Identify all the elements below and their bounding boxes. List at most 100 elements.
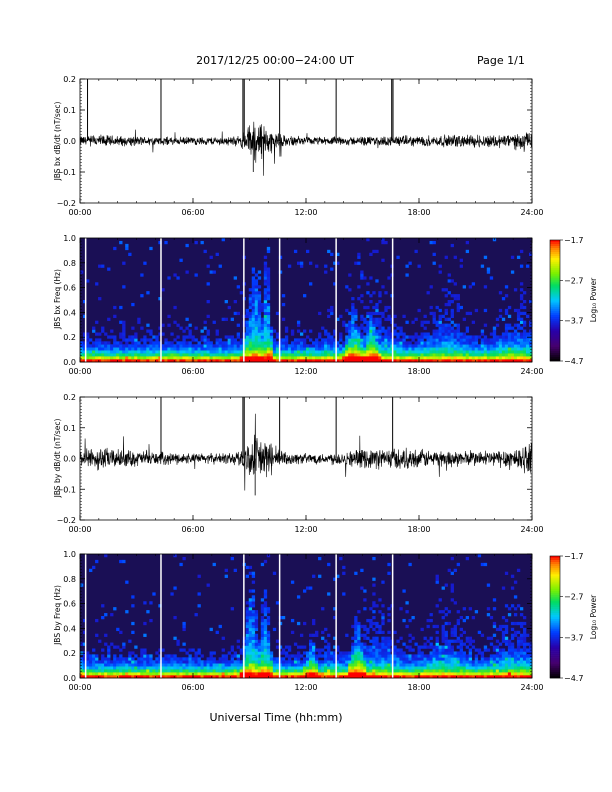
heatmap-cell: [89, 338, 93, 342]
heatmap-cell: [266, 630, 271, 635]
heatmap-cell: [426, 669, 430, 673]
heatmap-cell: [396, 654, 400, 658]
heatmap-cell: [185, 326, 189, 330]
heatmap-cell: [278, 621, 283, 626]
heatmap-cell: [336, 672, 340, 676]
heatmap-cell: [194, 356, 198, 360]
heatmap-cell: [146, 323, 150, 327]
heatmap-cell: [345, 660, 349, 664]
heatmap-cell: [342, 320, 346, 324]
heatmap-cell: [354, 616, 358, 620]
heatmap-cell: [260, 616, 265, 620]
heatmap-cell: [354, 359, 358, 363]
heatmap-cell: [95, 669, 99, 673]
heatmap-cell: [158, 341, 162, 345]
heatmap-cell: [522, 356, 527, 360]
heatmap-cell: [360, 586, 364, 590]
heatmap-cell: [275, 666, 280, 670]
heatmap-cell: [420, 353, 424, 357]
heatmap-cell: [266, 288, 271, 292]
heatmap-cell: [366, 326, 370, 330]
heatmap-cell: [299, 350, 304, 354]
heatmap-cell: [432, 657, 436, 661]
heatmap-cell: [83, 660, 87, 664]
heatmap-cell: [125, 669, 129, 673]
heatmap-cell: [315, 633, 319, 637]
heatmap-cell: [203, 666, 207, 670]
heatmap-cell: [275, 344, 280, 348]
heatmap-cell: [357, 297, 361, 301]
heatmap-cell: [290, 359, 295, 363]
heatmap-cell: [327, 666, 331, 670]
heatmap-cell: [318, 344, 322, 348]
heatmap-cell: [149, 341, 153, 345]
heatmap-cell: [366, 344, 370, 348]
heatmap-cell: [281, 660, 286, 664]
heatmap-cell: [354, 261, 358, 265]
heatmap-cell: [209, 675, 213, 679]
heatmap-cell: [113, 356, 117, 360]
heatmap-cell: [345, 344, 349, 348]
heatmap-cell: [104, 675, 108, 679]
heatmap-cell: [516, 675, 521, 679]
heatmap-cell: [119, 320, 123, 324]
heatmap-cell: [140, 338, 144, 342]
heatmap-cell: [501, 616, 506, 620]
heatmap-cell: [528, 320, 533, 324]
heatmap-cell: [324, 353, 328, 357]
heatmap-cell: [164, 672, 168, 676]
heatmap-cell: [170, 669, 174, 673]
heatmap-cell: [510, 663, 515, 667]
heatmap-cell: [191, 666, 195, 670]
heatmap-cell: [351, 320, 355, 324]
heatmap-cell: [372, 577, 376, 581]
heatmap-cell: [257, 344, 262, 348]
heatmap-cell: [161, 657, 165, 661]
heatmap-cell: [200, 666, 204, 670]
heatmap-cell: [260, 350, 265, 354]
heatmap-cell: [429, 645, 433, 649]
heatmap-cell: [462, 353, 466, 357]
heatmap-cell: [351, 651, 355, 655]
heatmap-cell: [185, 341, 189, 345]
heatmap-cell: [194, 663, 198, 667]
heatmap-cell: [191, 353, 195, 357]
heatmap-cell: [248, 660, 253, 664]
heatmap-cell: [233, 663, 237, 667]
heatmap-cell: [161, 359, 165, 363]
heatmap-cell: [408, 669, 412, 673]
heatmap-cell: [399, 648, 403, 652]
heatmap-cell: [284, 675, 289, 679]
heatmap-cell: [245, 610, 250, 614]
heatmap-cell: [113, 347, 117, 351]
heatmap-cell: [203, 341, 207, 345]
heatmap-cell: [92, 663, 96, 667]
y-tick-label: −0.1: [57, 485, 76, 494]
heatmap-cell: [444, 648, 448, 652]
heatmap-cell: [296, 320, 301, 324]
heatmap-cell: [230, 645, 234, 649]
heatmap-cell: [155, 666, 159, 670]
heatmap-cell: [107, 648, 111, 652]
heatmap-cell: [251, 645, 256, 649]
heatmap-cell: [309, 329, 313, 333]
heatmap-cell: [245, 672, 250, 676]
heatmap-cell: [263, 261, 268, 265]
heatmap-cell: [101, 657, 105, 661]
heatmap-cell: [302, 621, 307, 626]
heatmap-cell: [363, 598, 367, 602]
heatmap-cell: [278, 616, 283, 620]
heatmap-cell: [309, 654, 313, 658]
heatmap-cell: [188, 323, 192, 327]
heatmap-cell: [254, 341, 259, 345]
heatmap-cell: [381, 672, 385, 676]
heatmap-cell: [372, 311, 376, 316]
heatmap-cell: [122, 669, 126, 673]
heatmap-cell: [450, 654, 454, 658]
heatmap-cell: [408, 353, 412, 357]
heatmap-cell: [260, 657, 265, 661]
heatmap-cell: [492, 347, 497, 351]
heatmap-cell: [471, 341, 476, 345]
heatmap-cell: [146, 353, 150, 357]
heatmap-cell: [441, 344, 445, 348]
